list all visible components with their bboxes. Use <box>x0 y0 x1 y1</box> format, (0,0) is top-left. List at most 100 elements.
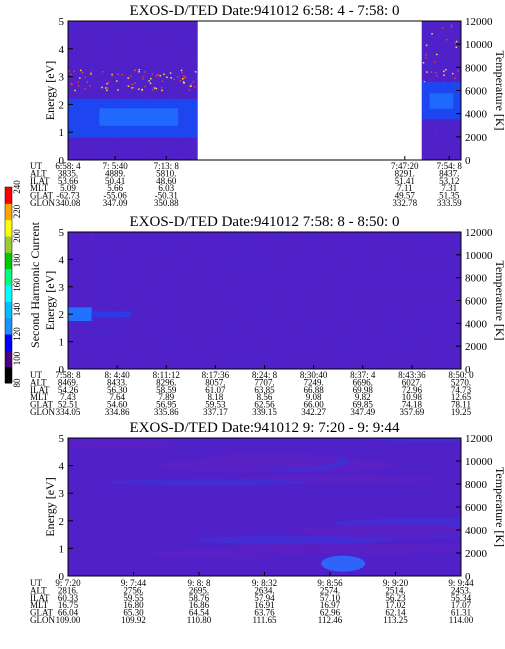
colorbar-segment <box>5 285 12 302</box>
orbit-cell: 61.31 <box>451 608 471 618</box>
orbit-row-label: ILAT <box>30 176 50 186</box>
y-tick-label: 1 <box>59 543 65 555</box>
orbit-cell: 57.94 <box>254 593 275 603</box>
chart-title: EXOS-D/TED Date:941012 9: 7:20 - 9: 9:44 <box>130 420 400 436</box>
orbit-cell: 112.46 <box>318 615 343 625</box>
orbit-cell: 7.89 <box>158 392 174 402</box>
y2-axis-label: Temperature [K] <box>493 50 505 130</box>
y2-tick-label: 2000 <box>465 341 488 353</box>
orbit-cell: 2816. <box>58 585 78 595</box>
orbit-cell: 78.11 <box>451 400 471 410</box>
orbit-cell: 114.00 <box>449 615 474 625</box>
orbit-cell: 8:17:36 <box>202 370 230 380</box>
orbit-cell: 16.86 <box>189 600 210 610</box>
emission-band-right-core <box>429 93 454 109</box>
orbit-cell: 5810. <box>156 168 176 178</box>
orbit-cell: 8: 4:40 <box>104 370 130 380</box>
y-axis-label: Energy [eV] <box>43 61 57 120</box>
colorbar-segment <box>5 350 12 368</box>
y2-tick-label: 10000 <box>465 250 493 262</box>
orbit-cell: 2756. <box>123 585 143 595</box>
orbit-row-label: GLON <box>30 407 55 417</box>
y2-tick-label: 8000 <box>465 62 488 74</box>
y-axis-left: 0 1 2 3 4 5 <box>59 16 73 167</box>
y2-tick-label: 6000 <box>465 502 488 514</box>
orbit-cell: 113.25 <box>383 615 408 625</box>
orbit-cell: 55.34 <box>451 593 472 603</box>
orbit-cell: 62.56 <box>254 400 275 410</box>
orbit-cell: 333.59 <box>437 198 462 208</box>
orbit-cell: 334.05 <box>56 407 81 417</box>
orbit-cell: 350.88 <box>154 198 179 208</box>
orbit-cell: 7.11 <box>397 183 412 193</box>
heatmap-texture <box>68 438 461 559</box>
orbit-cell: 8.18 <box>208 392 224 402</box>
orbit-cell: 17.07 <box>451 600 472 610</box>
orbit-cell: 57.10 <box>320 593 341 603</box>
orbit-row-label: ALT <box>30 585 47 595</box>
y2-axis-label: Temperature [K] <box>493 467 505 547</box>
colorbar-title: Second Harmonic Current <box>28 221 42 348</box>
orbit-cell: 64.54 <box>189 608 210 618</box>
orbit-row-label: UT <box>30 578 42 588</box>
y2-tick-label: 0 <box>465 571 471 583</box>
orbit-cell: 109.00 <box>56 615 81 625</box>
emission-band <box>68 82 461 138</box>
y-tick-label: 2 <box>59 516 65 528</box>
y2-tick-label: 8000 <box>465 273 488 285</box>
orbit-cell: 52.51 <box>58 400 78 410</box>
colorbar-segment <box>5 366 12 384</box>
chart-title: EXOS-D/TED Date:941012 7:58: 8 - 8:50: 0 <box>130 214 400 230</box>
y2-axis-label: Temperature [K] <box>493 260 505 340</box>
orbit-cell: 56.30 <box>107 385 128 395</box>
orbit-cell: 16.80 <box>123 600 144 610</box>
orbit-cell: 9: 7:20 <box>55 578 81 588</box>
colorbar-segment <box>5 236 12 253</box>
panel-3: EXOS-D/TED Date:941012 9: 7:20 - 9: 9:44… <box>30 420 505 625</box>
orbit-cell: 56.23 <box>385 593 406 603</box>
orbit-cell: 54.60 <box>107 400 128 410</box>
orbit-cell: 54.26 <box>58 385 79 395</box>
speckle-row-2 <box>68 68 459 81</box>
y-tick-label: 3 <box>59 488 65 500</box>
orbit-cell: 59.55 <box>123 593 144 603</box>
colorbar-segment <box>5 187 12 204</box>
orbit-cell: 16.91 <box>254 600 274 610</box>
orbit-cell: 16.97 <box>320 600 341 610</box>
y2-tick-label: 4000 <box>465 525 488 537</box>
orbit-cell: 342.27 <box>301 407 326 417</box>
colorbar-frame <box>4 186 13 384</box>
orbit-cell: 7:47:20 <box>391 161 419 171</box>
orbit-cell: 3835. <box>58 168 78 178</box>
orbit-cell: 8:37: 4 <box>350 370 376 380</box>
colorbar-segment <box>5 334 12 351</box>
orbit-cell: 334.86 <box>105 407 130 417</box>
y2-tick-label: 0 <box>465 155 471 167</box>
orbit-cell: 9: 8:32 <box>252 578 277 588</box>
orbit-row-label: GLON <box>30 198 55 208</box>
orbit-cell: 5.66 <box>107 183 123 193</box>
orbit-cell: 2634. <box>254 585 274 595</box>
orbit-cell: 7.64 <box>109 392 125 402</box>
orbit-row-label: MLT <box>30 600 49 610</box>
plot-area-3 <box>68 438 461 576</box>
y2-tick-label: 2000 <box>465 132 488 144</box>
orbit-cell: 335.86 <box>154 407 179 417</box>
y-tick-label: 5 <box>59 16 65 28</box>
orbit-cell: 65.30 <box>123 608 144 618</box>
orbit-cell: 6027. <box>402 377 422 387</box>
orbit-row-label: ILAT <box>30 385 50 395</box>
orbit-cell: 347.09 <box>103 198 128 208</box>
y-tick-label: 0 <box>59 571 65 583</box>
orbit-cell: 58.76 <box>189 593 210 603</box>
orbit-cell: 339.15 <box>252 407 277 417</box>
orbit-cell: 53.12 <box>439 176 459 186</box>
colorbar-segment <box>5 268 12 286</box>
orbit-row-label: ALT <box>30 168 47 178</box>
orbit-cell: 5270. <box>451 377 471 387</box>
y-tick-label: 0 <box>59 155 65 167</box>
y2-tick-label: 10000 <box>465 39 493 51</box>
